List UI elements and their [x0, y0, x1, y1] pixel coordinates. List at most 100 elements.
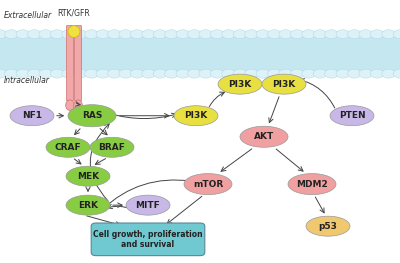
Ellipse shape	[74, 100, 82, 110]
Circle shape	[199, 69, 212, 78]
Circle shape	[62, 69, 75, 78]
Ellipse shape	[218, 74, 262, 94]
Circle shape	[0, 30, 7, 39]
Circle shape	[359, 69, 372, 78]
Circle shape	[5, 69, 18, 78]
Circle shape	[245, 69, 258, 78]
Circle shape	[119, 69, 132, 78]
Circle shape	[279, 69, 292, 78]
Circle shape	[370, 69, 384, 78]
Circle shape	[393, 30, 400, 39]
Circle shape	[210, 30, 224, 39]
Circle shape	[176, 30, 190, 39]
Circle shape	[325, 30, 338, 39]
Text: RTK/GFR: RTK/GFR	[58, 8, 90, 17]
Circle shape	[245, 30, 258, 39]
Circle shape	[279, 30, 292, 39]
Circle shape	[50, 30, 64, 39]
Text: MEK: MEK	[77, 172, 99, 181]
Circle shape	[359, 30, 372, 39]
Ellipse shape	[66, 195, 110, 215]
Circle shape	[313, 69, 327, 78]
Circle shape	[108, 69, 121, 78]
Ellipse shape	[306, 216, 350, 236]
Circle shape	[302, 69, 315, 78]
Circle shape	[28, 30, 41, 39]
Ellipse shape	[66, 100, 74, 110]
Circle shape	[142, 30, 155, 39]
Circle shape	[130, 30, 144, 39]
Text: mTOR: mTOR	[193, 180, 223, 189]
Text: CRAF: CRAF	[55, 143, 81, 152]
FancyBboxPatch shape	[74, 26, 82, 101]
Circle shape	[39, 30, 52, 39]
Circle shape	[62, 30, 75, 39]
Text: NF1: NF1	[22, 111, 42, 120]
Circle shape	[0, 69, 7, 78]
Circle shape	[336, 69, 350, 78]
Ellipse shape	[46, 137, 90, 157]
Circle shape	[268, 30, 281, 39]
Circle shape	[256, 30, 270, 39]
Circle shape	[119, 30, 132, 39]
Ellipse shape	[90, 137, 134, 157]
Ellipse shape	[68, 26, 80, 37]
Text: PI3K: PI3K	[272, 80, 296, 89]
Circle shape	[313, 30, 327, 39]
Text: PI3K: PI3K	[228, 80, 252, 89]
Ellipse shape	[10, 106, 54, 126]
Text: BRAF: BRAF	[98, 143, 126, 152]
Circle shape	[336, 30, 350, 39]
Text: PI3K: PI3K	[184, 111, 208, 120]
Circle shape	[290, 69, 304, 78]
Circle shape	[188, 30, 201, 39]
Circle shape	[73, 69, 87, 78]
FancyBboxPatch shape	[0, 34, 400, 74]
Text: Intracellular: Intracellular	[4, 76, 50, 85]
Circle shape	[325, 69, 338, 78]
Text: ERK: ERK	[78, 201, 98, 210]
Circle shape	[290, 30, 304, 39]
Circle shape	[256, 69, 270, 78]
Circle shape	[210, 69, 224, 78]
Text: AKT: AKT	[254, 132, 274, 141]
Text: Extracellular: Extracellular	[4, 11, 52, 20]
Circle shape	[28, 69, 41, 78]
Circle shape	[85, 30, 98, 39]
Circle shape	[233, 69, 247, 78]
Circle shape	[348, 30, 361, 39]
Circle shape	[382, 30, 395, 39]
Circle shape	[5, 30, 18, 39]
Circle shape	[16, 30, 30, 39]
Circle shape	[73, 30, 87, 39]
Ellipse shape	[330, 106, 374, 126]
Circle shape	[199, 30, 212, 39]
Ellipse shape	[174, 106, 218, 126]
Ellipse shape	[126, 195, 170, 215]
Circle shape	[50, 69, 64, 78]
Circle shape	[348, 69, 361, 78]
FancyBboxPatch shape	[66, 26, 74, 101]
Circle shape	[188, 69, 201, 78]
Circle shape	[222, 69, 235, 78]
Circle shape	[108, 30, 121, 39]
Circle shape	[370, 30, 384, 39]
Circle shape	[39, 69, 52, 78]
Circle shape	[130, 69, 144, 78]
Circle shape	[176, 69, 190, 78]
Circle shape	[233, 30, 247, 39]
Circle shape	[16, 69, 30, 78]
Circle shape	[165, 30, 178, 39]
Text: p53: p53	[318, 222, 338, 231]
Ellipse shape	[66, 166, 110, 186]
Ellipse shape	[184, 174, 232, 195]
Circle shape	[96, 30, 110, 39]
FancyBboxPatch shape	[91, 223, 205, 256]
Text: Cell growth, proliferation
and survival: Cell growth, proliferation and survival	[93, 230, 203, 249]
Circle shape	[142, 69, 155, 78]
Text: PTEN: PTEN	[339, 111, 365, 120]
Text: MITF: MITF	[136, 201, 160, 210]
Ellipse shape	[68, 105, 116, 127]
Circle shape	[96, 69, 110, 78]
Circle shape	[222, 30, 235, 39]
